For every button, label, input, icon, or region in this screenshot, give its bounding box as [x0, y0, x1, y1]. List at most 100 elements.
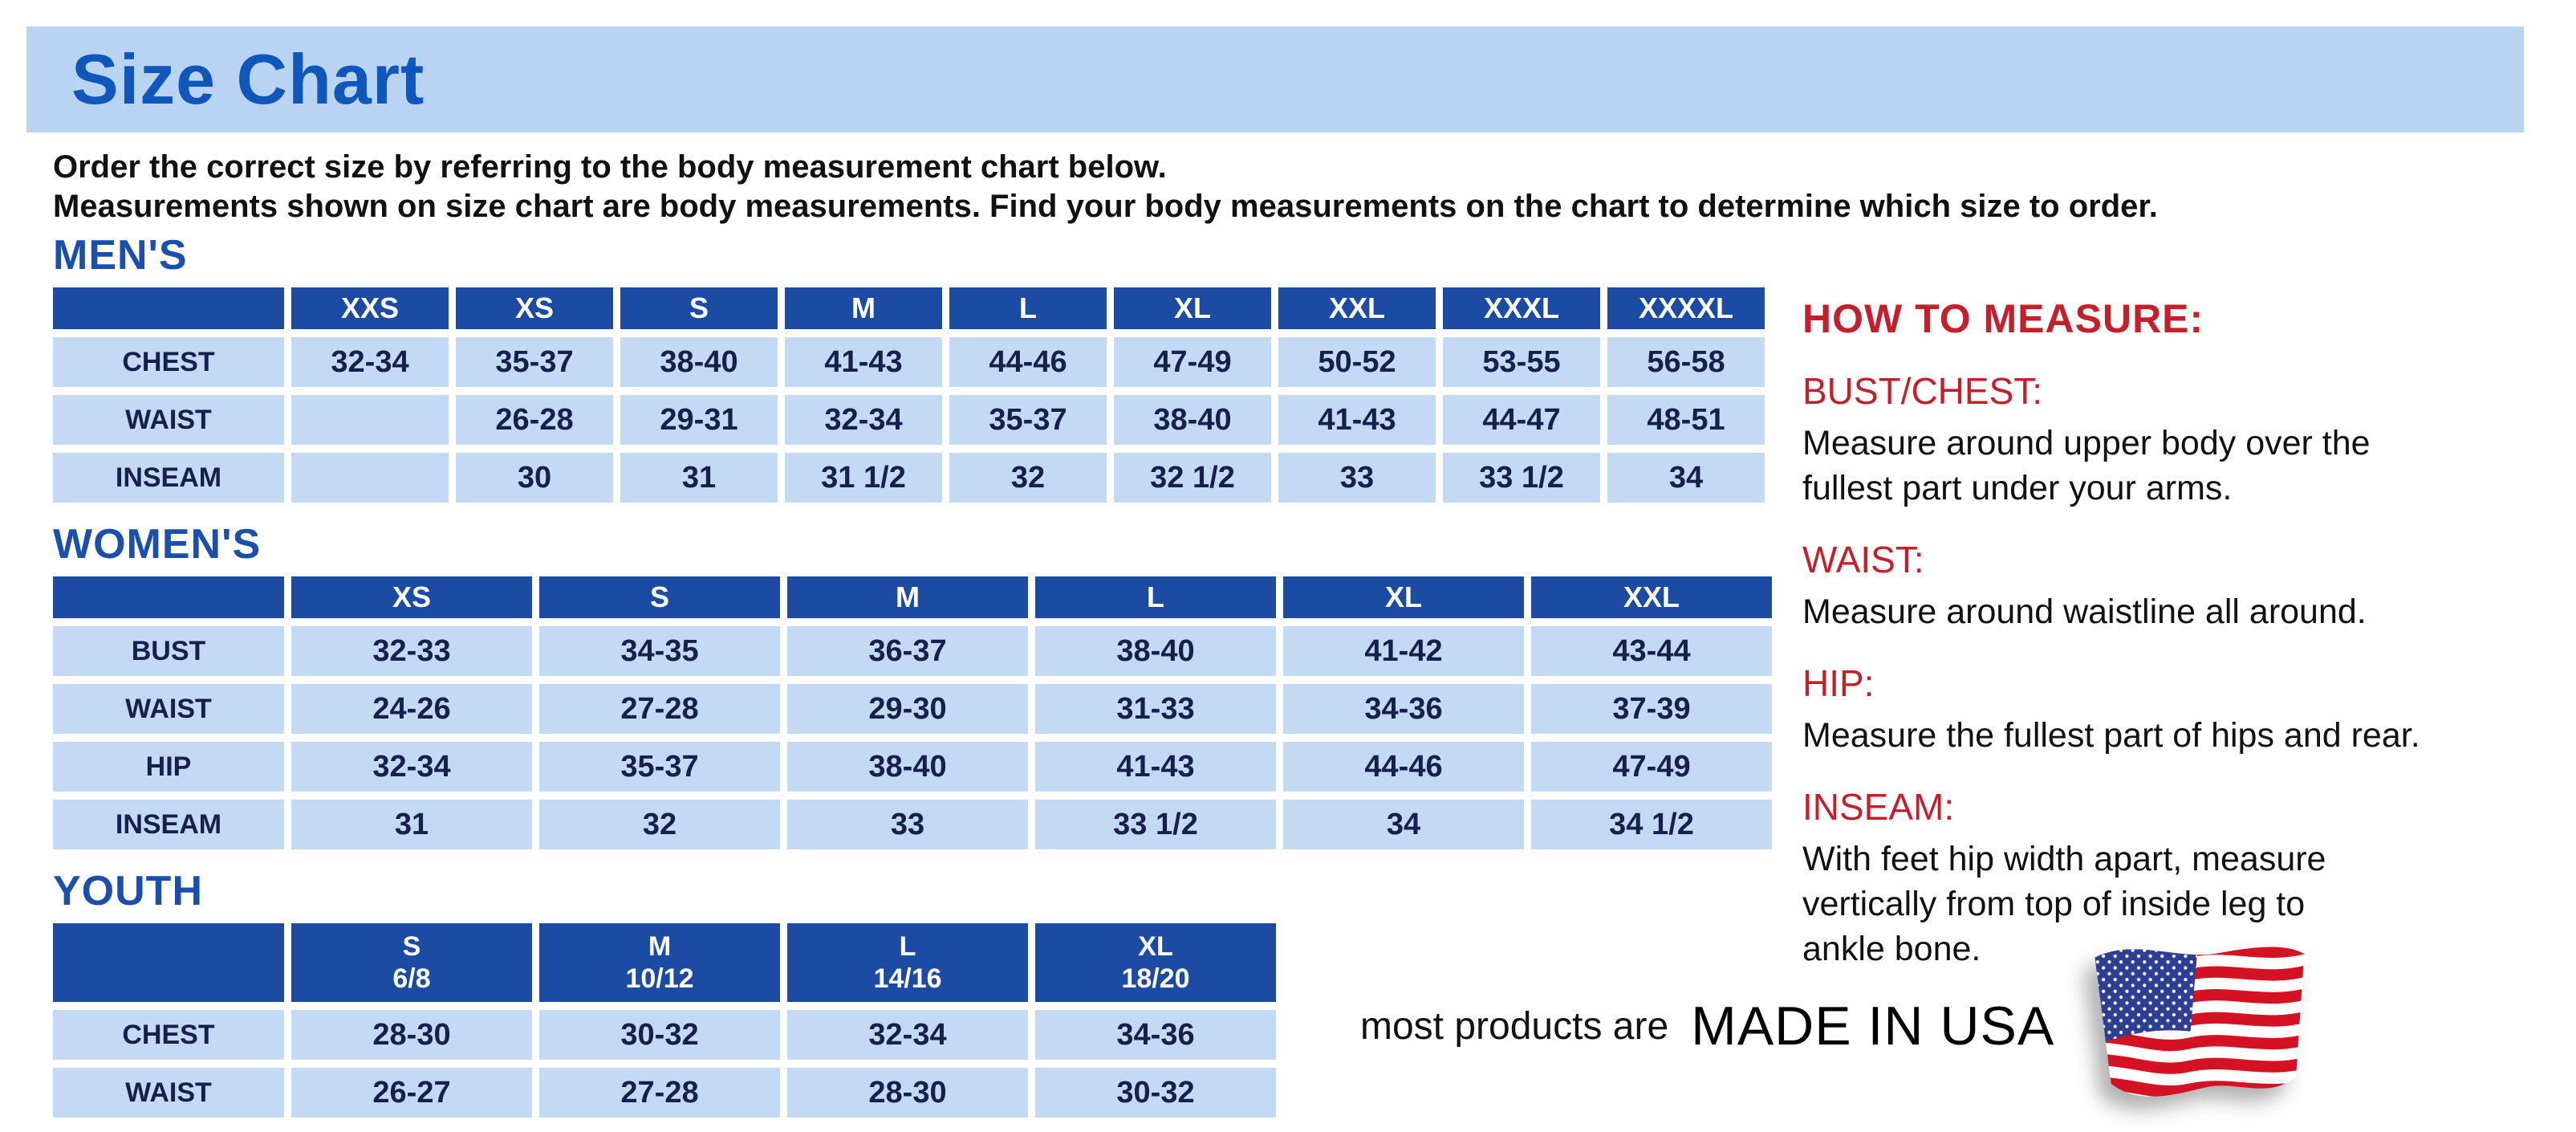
row-label: WAIST [53, 395, 284, 445]
value-cell: 41-42 [1283, 626, 1524, 676]
youth-range: 14/16 [873, 963, 942, 994]
made-in-usa-prefix: most products are [1360, 1004, 1669, 1048]
youth-size: XL [1138, 931, 1173, 962]
header-cell: M [787, 576, 1028, 618]
value-cell: 30-32 [1035, 1068, 1276, 1118]
row-label: INSEAM [53, 453, 284, 503]
header-cell: M [785, 287, 942, 329]
value-cell: 34-35 [539, 626, 780, 676]
row-label: WAIST [53, 1068, 284, 1118]
value-cell: 32-34 [787, 1010, 1028, 1060]
header-cell: S 6/8 [291, 923, 532, 1002]
header-cell: XXXXL [1607, 287, 1765, 329]
measure-text-hip: Measure the fullest part of hips and rea… [1802, 716, 2420, 755]
row-label: WAIST [53, 684, 284, 734]
header-cell: XL [1283, 576, 1524, 618]
value-cell: 30 [456, 453, 613, 503]
value-cell: 31 [620, 453, 778, 503]
value-cell: 31 [291, 800, 532, 849]
header-cell: XXL [1531, 576, 1772, 618]
intro-line-1: Order the correct size by referring to t… [53, 149, 1167, 185]
value-cell: 32 1/2 [1114, 453, 1271, 503]
header-cell: XXL [1278, 287, 1436, 329]
how-to-measure-section: HOW TO MEASURE: BUST/CHEST: Measure arou… [1802, 295, 2553, 971]
value-cell: 28-30 [787, 1068, 1028, 1118]
measure-label-bust-chest: BUST/CHEST: [1802, 370, 2043, 412]
usa-flag-icon [2077, 941, 2310, 1111]
value-cell: 35-37 [949, 395, 1107, 445]
row-label: CHEST [53, 1010, 284, 1060]
measure-text-bust-chest: Measure around upper body over the fulle… [1802, 424, 2371, 507]
value-cell: 32-34 [785, 395, 942, 445]
youth-size: S [402, 931, 421, 962]
value-cell: 30-32 [539, 1010, 780, 1060]
value-cell: 38-40 [1114, 395, 1271, 445]
value-cell: 38-40 [620, 337, 778, 387]
row-label: HIP [53, 742, 284, 792]
value-cell: 41-43 [1278, 395, 1436, 445]
value-cell: 33 1/2 [1035, 800, 1276, 849]
table-corner-cell [53, 923, 284, 1002]
value-cell: 41-43 [1035, 742, 1276, 792]
header-cell: L [1035, 576, 1276, 618]
value-cell: 35-37 [456, 337, 613, 387]
measure-label-waist: WAIST: [1802, 539, 1924, 580]
womens-section-heading: WOMEN'S [53, 521, 262, 568]
value-cell: 31-33 [1035, 684, 1276, 734]
row-label: INSEAM [53, 800, 284, 849]
youth-size-table: S 6/8 M 10/12 L 14/16 XL 18/20 CHEST 28-… [53, 923, 1772, 1118]
header-cell: XL [1114, 287, 1271, 329]
value-cell [291, 453, 449, 503]
value-cell: 44-47 [1443, 395, 1600, 445]
womens-size-table: XS S M L XL XXL BUST 32-33 34-35 36-37 3… [53, 576, 1772, 849]
value-cell: 29-30 [787, 684, 1028, 734]
header-cell: L 14/16 [787, 923, 1028, 1002]
table-corner-cell [53, 576, 284, 618]
value-cell [291, 395, 449, 445]
value-cell: 48-51 [1607, 395, 1765, 445]
header-cell: L [949, 287, 1107, 329]
row-label: BUST [53, 626, 284, 676]
header-cell: M 10/12 [539, 923, 780, 1002]
tables-column: MEN'S XXS XS S M L XL XXL XXXL XXXXL CHE… [53, 234, 1772, 1118]
value-cell: 34 1/2 [1531, 800, 1772, 849]
value-cell: 29-31 [620, 395, 778, 445]
value-cell: 31 1/2 [785, 453, 942, 503]
intro-line-2: Measurements shown on size chart are bod… [53, 189, 2158, 224]
value-cell: 33 [787, 800, 1028, 849]
value-cell: 36-37 [787, 626, 1028, 676]
value-cell: 47-49 [1114, 337, 1271, 387]
value-cell: 35-37 [539, 742, 780, 792]
value-cell: 34-36 [1283, 684, 1524, 734]
header-cell: XXXL [1443, 287, 1600, 329]
value-cell: 47-49 [1531, 742, 1772, 792]
title-bar: Size Chart [26, 26, 2524, 132]
youth-range: 10/12 [625, 963, 694, 994]
value-cell: 37-39 [1531, 684, 1772, 734]
value-cell: 43-44 [1531, 626, 1772, 676]
value-cell: 32-34 [291, 742, 532, 792]
mens-size-table: XXS XS S M L XL XXL XXXL XXXXL CHEST 32-… [53, 287, 1772, 503]
value-cell: 34-36 [1035, 1010, 1276, 1060]
measure-label-inseam: INSEAM: [1802, 786, 1955, 828]
row-label: CHEST [53, 337, 284, 387]
youth-range: 18/20 [1121, 963, 1190, 994]
value-cell: 53-55 [1443, 337, 1600, 387]
value-cell: 26-28 [456, 395, 613, 445]
value-cell: 56-58 [1607, 337, 1765, 387]
youth-section-heading: YOUTH [53, 868, 203, 914]
value-cell: 28-30 [291, 1010, 532, 1060]
value-cell: 27-28 [539, 1068, 780, 1118]
measure-label-hip: HIP: [1802, 662, 1875, 704]
header-cell: XL 18/20 [1035, 923, 1276, 1002]
value-cell: 50-52 [1278, 337, 1436, 387]
how-to-measure-heading: HOW TO MEASURE: [1802, 296, 2204, 341]
mens-section-heading: MEN'S [53, 232, 188, 279]
intro-text: Order the correct size by referring to t… [53, 148, 2525, 226]
value-cell: 34 [1607, 453, 1765, 503]
header-cell: XS [456, 287, 613, 329]
youth-range: 6/8 [392, 963, 431, 994]
youth-size: L [899, 931, 916, 962]
value-cell: 27-28 [539, 684, 780, 734]
